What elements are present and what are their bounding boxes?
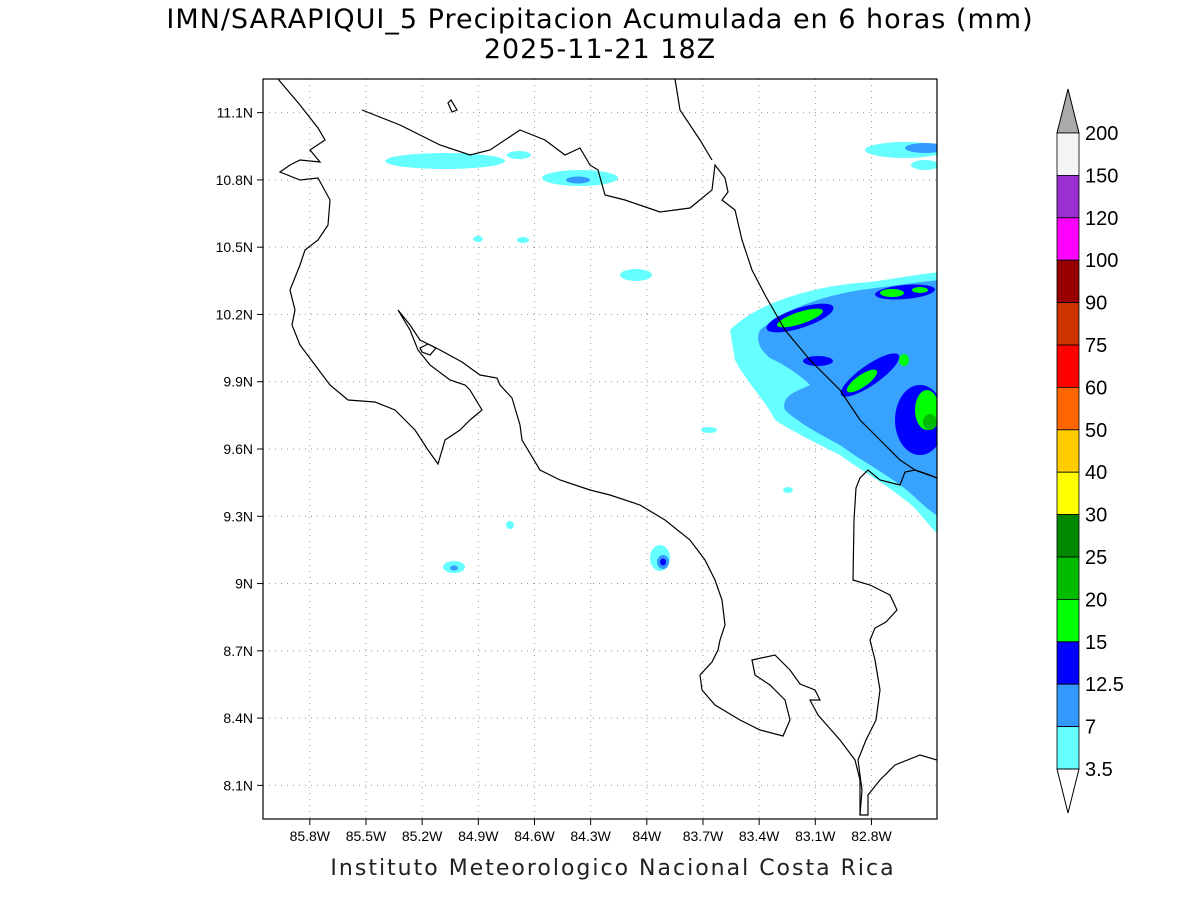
y-tick-label: 8.4N — [223, 710, 253, 726]
x-tick-label: 83.7W — [683, 828, 724, 844]
y-tick-label: 9.3N — [223, 508, 253, 524]
precip-area — [758, 280, 937, 516]
precip-area — [517, 237, 529, 243]
colorbar-segment — [1056, 217, 1080, 261]
precip-area — [701, 427, 717, 433]
colorbar-segment — [1056, 556, 1080, 600]
x-tick-label: 82.8W — [851, 828, 892, 844]
y-tick-label: 10.5N — [216, 239, 253, 255]
x-tick-label: 84W — [632, 828, 662, 844]
colorbar-label: 50 — [1085, 420, 1107, 442]
precip-area — [450, 565, 458, 571]
colorbar-label: 15 — [1085, 632, 1107, 654]
precip-area — [912, 287, 928, 293]
colorbar-legend: 200 150 120 100 90 75 60 50 40 30 25 20 15 12.5 7 3.5 — [1056, 88, 1124, 814]
colorbar-segment — [1056, 726, 1080, 770]
precip-area — [507, 151, 531, 159]
y-tick-label: 10.8N — [216, 172, 253, 188]
x-tick-label: 83.1W — [795, 828, 836, 844]
precip-area — [911, 160, 937, 170]
colorbar-label: 12.5 — [1085, 674, 1124, 696]
colorbar-segment — [1056, 514, 1080, 558]
x-tick-label: 84.9W — [458, 828, 499, 844]
grid-lines — [263, 79, 937, 819]
latitude-axis: 11.1N 10.8N 10.5N 10.2N 9.9N 9.6N 9.3N 9N 8.7N 8.… — [216, 105, 263, 793]
colorbar-label: 60 — [1085, 377, 1107, 399]
colorbar-segment — [1056, 344, 1080, 388]
colorbar-bottom-arrow — [1056, 768, 1080, 814]
map-title: IMN/SARAPIQUI_5 Precipitacion Acumulada … — [166, 4, 1034, 35]
colorbar-segment — [1056, 386, 1080, 431]
precip-area — [620, 269, 652, 281]
y-tick-label: 8.7N — [223, 643, 253, 659]
y-tick-label: 10.2N — [216, 306, 253, 322]
colorbar-segment — [1056, 302, 1080, 346]
colorbar-label: 25 — [1085, 547, 1107, 569]
y-tick-label: 9N — [235, 576, 253, 592]
precip-area — [803, 356, 833, 366]
footer-credit: Instituto Meteorologico Nacional Costa R… — [330, 856, 896, 881]
colorbar-label: 30 — [1085, 505, 1107, 527]
colorbar-segment — [1056, 174, 1080, 219]
colorbar-segment — [1056, 641, 1080, 685]
y-tick-label: 8.1N — [223, 777, 253, 793]
colorbar-segment — [1056, 132, 1080, 176]
precipitation-field — [385, 142, 937, 573]
precip-area — [473, 236, 483, 242]
colorbar-label: 150 — [1085, 165, 1118, 187]
y-tick-label: 11.1N — [217, 105, 253, 121]
precip-area — [506, 521, 514, 529]
coastline — [277, 79, 937, 816]
x-tick-label: 83.4W — [739, 828, 780, 844]
colorbar-segment — [1056, 259, 1080, 304]
x-tick-label: 84.6W — [514, 828, 555, 844]
colorbar-label: 120 — [1085, 208, 1118, 230]
colorbar-label: 7 — [1085, 717, 1096, 739]
precip-area — [905, 143, 937, 153]
colorbar-label: 3.5 — [1085, 759, 1113, 781]
longitude-axis: 85.8W 85.5W 85.2W 84.9W 84.6W 84.3W 84W 83.7W 83… — [290, 819, 892, 844]
x-tick-label: 84.3W — [570, 828, 611, 844]
y-tick-label: 9.6N — [223, 441, 253, 457]
precip-area — [899, 354, 909, 366]
colorbar-label: 100 — [1085, 250, 1118, 272]
precip-area — [385, 153, 505, 169]
precip-area — [660, 558, 666, 566]
precip-area — [777, 308, 823, 328]
precip-area — [846, 369, 878, 393]
colorbar-label: 40 — [1085, 462, 1107, 484]
colorbar-segment — [1056, 599, 1080, 643]
colorbar-label: 20 — [1085, 589, 1107, 611]
x-tick-label: 85.2W — [402, 828, 443, 844]
colorbar-segment — [1056, 429, 1080, 473]
colorbar-label: 75 — [1085, 335, 1107, 357]
colorbar-label: 90 — [1085, 293, 1107, 315]
x-tick-label: 85.5W — [346, 828, 387, 844]
precip-area — [923, 414, 937, 430]
y-tick-label: 9.9N — [223, 374, 253, 390]
precip-area — [783, 487, 793, 493]
colorbar-segment — [1056, 471, 1080, 516]
colorbar-top-arrow — [1056, 88, 1080, 134]
x-tick-label: 85.8W — [290, 828, 331, 844]
colorbar-label: 200 — [1085, 123, 1118, 145]
colorbar-segment — [1056, 683, 1080, 728]
precip-area — [566, 176, 590, 184]
map-date: 2025-11-21 18Z — [483, 34, 717, 65]
precip-area — [880, 289, 904, 297]
